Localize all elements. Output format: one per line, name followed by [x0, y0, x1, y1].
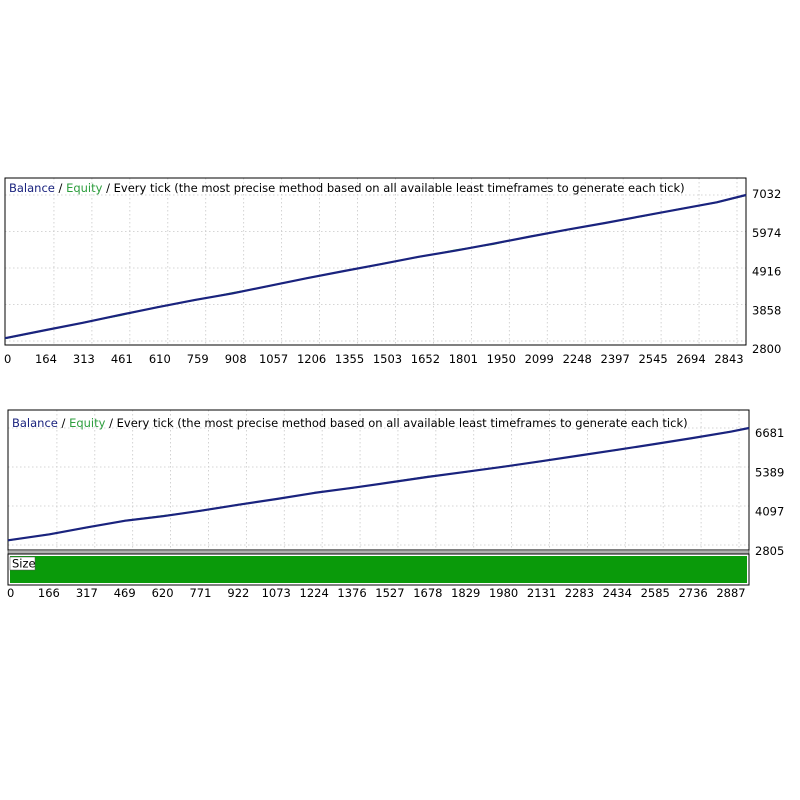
x-tick-label: 1980	[489, 586, 518, 600]
x-tick-label: 2736	[678, 586, 707, 600]
x-tick-label: 461	[111, 352, 133, 366]
x-tick-label: 1355	[335, 352, 364, 366]
chart-1-legend-sep2: /	[102, 181, 113, 195]
chart-1-legend: Balance / Equity / Every tick (the most …	[9, 181, 685, 195]
x-tick-label: 2131	[527, 586, 556, 600]
chart-1-legend-equity: Equity	[66, 181, 103, 195]
x-tick-label: 1950	[487, 352, 516, 366]
x-tick-label: 2585	[641, 586, 670, 600]
x-tick-label: 922	[227, 586, 249, 600]
chart-2-y-ticks: 6681 5389 4097 2805	[755, 426, 784, 558]
chart-1-grid	[5, 178, 746, 345]
x-tick-label: 1224	[300, 586, 329, 600]
chart-1-frame	[4, 177, 747, 346]
chart-1-y-ticks: 7032 5974 4916 3858 2800	[752, 187, 781, 356]
chart-2-legend-sep2: /	[105, 416, 116, 430]
x-tick-label: 0	[7, 586, 14, 600]
y-tick-label: 6681	[755, 426, 784, 440]
x-tick-label: 164	[35, 352, 57, 366]
chart-2-x-ticks: 0 166 317 469 620 771 922 1073 1224 1376 1527 1678 1…	[7, 586, 746, 600]
x-tick-label: 908	[225, 352, 247, 366]
x-tick-label: 1678	[413, 586, 442, 600]
y-tick-label: 4916	[752, 265, 781, 279]
chart-2-legend-sep1: /	[58, 416, 69, 430]
balance-line	[4, 193, 747, 340]
y-tick-label: 4097	[755, 505, 784, 519]
x-tick-label: 620	[152, 586, 174, 600]
x-tick-label: 2434	[603, 586, 632, 600]
chart-1-series	[4, 193, 747, 340]
balance-line	[7, 426, 750, 542]
x-tick-label: 469	[114, 586, 136, 600]
x-tick-label: 2887	[716, 586, 745, 600]
chart-2-grid	[8, 410, 749, 550]
x-tick-label: 166	[38, 586, 60, 600]
y-tick-label: 5974	[752, 226, 781, 240]
x-tick-label: 1206	[297, 352, 326, 366]
x-tick-label: 1527	[375, 586, 404, 600]
x-tick-label: 2545	[638, 352, 667, 366]
chart-2-legend-balance: Balance	[12, 416, 58, 430]
x-tick-label: 2397	[601, 352, 630, 366]
y-tick-label: 2800	[752, 342, 781, 356]
x-tick-label: 2248	[563, 352, 592, 366]
x-tick-label: 1073	[262, 586, 291, 600]
x-tick-label: 610	[149, 352, 171, 366]
x-tick-label: 759	[187, 352, 209, 366]
x-tick-label: 1057	[259, 352, 288, 366]
size-panel-label: Size	[12, 557, 36, 571]
y-tick-label: 3858	[752, 303, 781, 317]
chart-1: Balance / Equity / Every tick (the most …	[4, 177, 781, 366]
x-tick-label: 313	[73, 352, 95, 366]
chart-2-separator	[7, 549, 750, 555]
chart-1-legend-method: Every tick (the most precise method base…	[114, 181, 685, 195]
x-tick-label: 1829	[451, 586, 480, 600]
chart-1-legend-balance: Balance	[9, 181, 55, 195]
x-tick-label: 1503	[373, 352, 402, 366]
x-tick-label: 1376	[337, 586, 366, 600]
y-tick-label: 7032	[752, 187, 781, 201]
x-tick-label: 771	[189, 586, 211, 600]
size-panel-bar	[10, 556, 747, 583]
chart-2-legend: Balance / Equity / Every tick (the most …	[12, 416, 688, 430]
y-tick-label: 5389	[755, 465, 784, 479]
x-tick-label: 1801	[449, 352, 478, 366]
chart-2-frame	[7, 409, 750, 551]
x-tick-label: 2099	[525, 352, 554, 366]
chart-1-legend-sep1: /	[55, 181, 66, 195]
chart-1-x-ticks: 0 164 313 461 610 759 908 1057 1206 1355 1503 1652 1…	[4, 352, 744, 366]
chart-2-legend-equity: Equity	[69, 416, 106, 430]
x-tick-label: 1652	[411, 352, 440, 366]
y-tick-label: 2805	[755, 544, 784, 558]
x-tick-label: 0	[4, 352, 11, 366]
x-tick-label: 2843	[714, 352, 743, 366]
chart-2: Balance / Equity / Every tick (the most …	[7, 409, 784, 600]
x-tick-label: 317	[76, 586, 98, 600]
x-tick-label: 2694	[676, 352, 705, 366]
chart-2-series	[7, 426, 750, 542]
size-panel-label-box	[9, 556, 36, 571]
x-tick-label: 2283	[565, 586, 594, 600]
chart-2-legend-method: Every tick (the most precise method base…	[117, 416, 688, 430]
